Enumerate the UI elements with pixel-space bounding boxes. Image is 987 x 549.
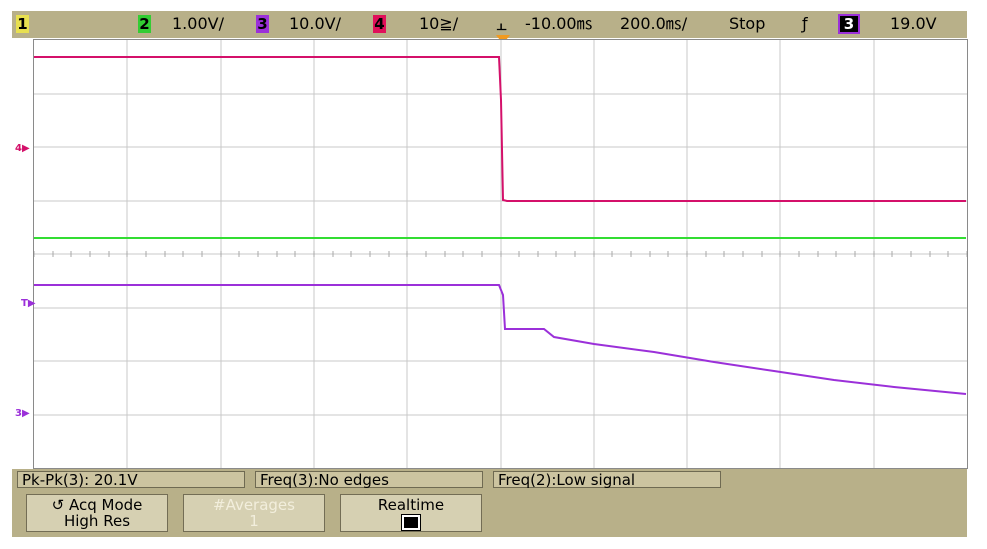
center-ticks [34,251,967,257]
run-state: Stop [729,14,766,33]
realtime-checkbox-icon [401,514,421,531]
rotate-knob-icon: ↺ [51,496,65,514]
top-status-bar: 1 2 1.00V/ 3 10.0V/ 4 10≧/ ⫠ -10.00㎳ 200… [12,11,967,38]
oscilloscope-display: 1 2 1.00V/ 3 10.0V/ 4 10≧/ ⫠ -10.00㎳ 200… [12,11,968,537]
averages-softkey[interactable]: #Averages 1 [183,494,325,532]
realtime-softkey[interactable]: Realtime [340,494,482,532]
channel-3-scale: 10.0V/ [289,14,341,33]
measurement-freq-3[interactable]: Freq(3):No edges [255,471,483,489]
channel-1-badge[interactable]: 1 [16,15,29,33]
trigger-source-badge[interactable]: 3 [838,14,860,34]
waveform-graticule [33,39,968,469]
delay-value: -10.00㎳ [525,14,593,33]
measurement-pk-pk[interactable]: Pk-Pk(3): 20.1V [17,471,245,489]
measurement-bar: Pk-Pk(3): 20.1V Freq(3):No edges Freq(2)… [12,469,967,491]
channel-3-trace [34,284,967,395]
timebase-value: 200.0㎳/ [620,14,688,33]
trigger-level: 19.0V [890,14,937,33]
channel-4-trace [34,56,966,202]
trigger-level-marker[interactable]: T▶ [21,298,36,309]
measurement-freq-2[interactable]: Freq(2):Low signal [493,471,721,489]
delay-icon: ⫠ [496,14,507,35]
softkey-bar: ↺ Acq Mode High Res #Averages 1 Realtime [12,491,967,537]
channel-4-ground-marker[interactable]: 4▶ [15,143,30,154]
channel-4-scale: 10≧/ [419,14,459,33]
acq-mode-softkey[interactable]: ↺ Acq Mode High Res [26,494,168,532]
channel-3-ground-marker[interactable]: 3▶ [15,408,30,419]
channel-2-scale: 1.00V/ [172,14,224,33]
waveform-canvas [34,40,967,468]
channel-4-badge[interactable]: 4 [373,15,386,33]
trigger-slope-icon: ƒ [802,14,808,33]
channel-2-badge[interactable]: 2 [138,15,151,33]
channel-3-badge[interactable]: 3 [256,15,269,33]
